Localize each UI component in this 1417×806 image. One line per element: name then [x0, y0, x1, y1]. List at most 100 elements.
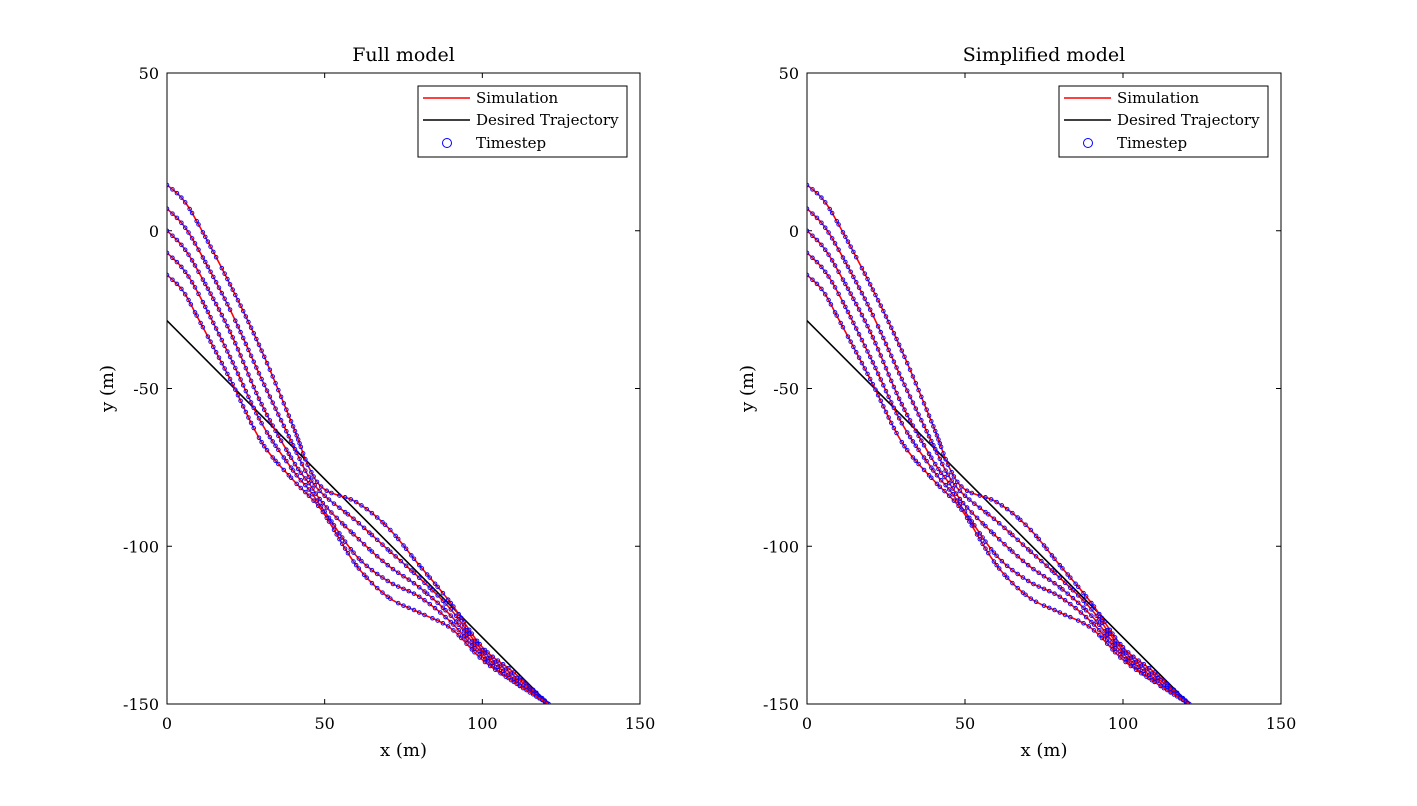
- timestep-marker: [1112, 649, 1118, 655]
- timestep-marker: [205, 334, 211, 339]
- timestep-marker: [819, 220, 824, 225]
- timestep-marker: [875, 324, 881, 329]
- timestep-marker: [996, 537, 1002, 542]
- timestep-marker: [1097, 627, 1102, 633]
- timestep-marker: [213, 254, 219, 260]
- timestep-marker: [288, 455, 294, 460]
- timestep-marker: [851, 249, 856, 255]
- timestep-marker: [889, 400, 894, 405]
- legend: Simulation Desired Trajectory Timestep: [417, 85, 628, 158]
- timestep-marker: [1036, 570, 1041, 576]
- simulation-line: [807, 184, 1190, 704]
- timestep-marker: [1010, 549, 1015, 554]
- timestep-marker: [270, 439, 275, 444]
- timestep-marker: [380, 575, 385, 580]
- timestep-marker: [246, 415, 251, 420]
- timestep-marker: [456, 633, 461, 638]
- timestep-marker: [225, 323, 230, 329]
- timestep-marker: [240, 335, 246, 341]
- timestep-marker: [883, 341, 889, 347]
- timestep-marker: [422, 612, 427, 618]
- timestep-marker: [390, 581, 396, 587]
- timestep-marker: [238, 353, 243, 358]
- timestep-marker: [1115, 642, 1120, 647]
- timestep-marker: [862, 318, 868, 323]
- timestep-marker: [477, 655, 482, 660]
- timestep-marker: [430, 595, 435, 601]
- timestep-marker: [1091, 622, 1097, 627]
- timestep-marker: [924, 407, 929, 412]
- timestep-marker: [306, 480, 312, 486]
- timestep-marker: [881, 404, 886, 409]
- timestep-marker: [440, 605, 446, 610]
- timestep-marker: [853, 301, 859, 307]
- timestep-marker: [845, 286, 851, 291]
- timestep-marker: [1062, 612, 1068, 618]
- timestep-marker: [445, 624, 451, 629]
- timestep-marker: [211, 296, 216, 302]
- timestep-marker: [342, 546, 348, 551]
- timestep-marker: [1068, 585, 1073, 590]
- timestep-marker: [926, 451, 932, 457]
- timestep-marker: [170, 233, 175, 238]
- timestep-marker: [286, 451, 292, 457]
- timestep-marker: [508, 677, 514, 683]
- timestep-marker: [1028, 527, 1034, 533]
- timestep-marker: [899, 439, 905, 445]
- timestep-marker: [969, 510, 975, 515]
- timestep-marker: [950, 491, 956, 497]
- timestep-marker: [534, 694, 539, 699]
- timestep-marker: [453, 613, 459, 619]
- timestep-marker: [374, 554, 380, 559]
- timestep-marker: [848, 339, 853, 344]
- timestep-marker: [929, 418, 934, 424]
- timestep-marker: [926, 473, 932, 478]
- timestep-marker: [819, 242, 824, 248]
- timestep-marker: [167, 206, 170, 211]
- timestep-marker: [179, 195, 184, 200]
- timestep-marker: [203, 304, 208, 310]
- timestep-marker: [208, 315, 213, 320]
- timestep-marker: [395, 584, 401, 589]
- timestep-marker: [227, 282, 233, 287]
- timestep-marker: [276, 412, 281, 417]
- timestep-marker: [270, 423, 275, 428]
- timestep-marker: [886, 319, 891, 325]
- timestep-marker: [881, 308, 886, 314]
- timestep-marker: [417, 585, 422, 590]
- timestep-marker: [406, 605, 412, 611]
- timestep-marker: [1123, 650, 1128, 656]
- timestep-marker: [910, 423, 916, 428]
- timestep-marker: [281, 467, 287, 473]
- timestep-marker: [1138, 670, 1144, 676]
- timestep-marker: [836, 222, 841, 227]
- timestep-marker: [380, 519, 385, 525]
- timestep-marker: [248, 378, 254, 384]
- timestep-marker: [380, 590, 385, 595]
- timestep-marker: [524, 687, 529, 693]
- timestep-marker: [926, 413, 932, 418]
- x-tick-label: 100: [1108, 714, 1139, 733]
- timestep-marker: [1083, 594, 1089, 599]
- timestep-marker: [1089, 619, 1094, 625]
- timestep-marker: [205, 239, 211, 244]
- timestep-marker: [814, 190, 820, 196]
- timestep-marker: [894, 430, 899, 436]
- timestep-marker: [1044, 563, 1049, 568]
- timestep-marker: [899, 348, 905, 353]
- timestep-marker: [1128, 663, 1134, 669]
- timestep-marker: [254, 365, 259, 370]
- timestep-marker: [1091, 628, 1097, 633]
- timestep-marker: [243, 314, 249, 319]
- timestep-marker: [262, 407, 267, 412]
- timestep-marker: [1128, 655, 1134, 660]
- timestep-marker: [211, 274, 216, 280]
- timestep-marker: [1097, 633, 1102, 638]
- timestep-marker: [891, 405, 897, 411]
- timestep-marker: [179, 242, 184, 248]
- timestep-marker: [300, 451, 306, 456]
- timestep-marker: [174, 259, 180, 265]
- timestep-marker: [881, 383, 886, 388]
- timestep-marker: [1131, 660, 1136, 666]
- timestep-marker: [324, 488, 329, 494]
